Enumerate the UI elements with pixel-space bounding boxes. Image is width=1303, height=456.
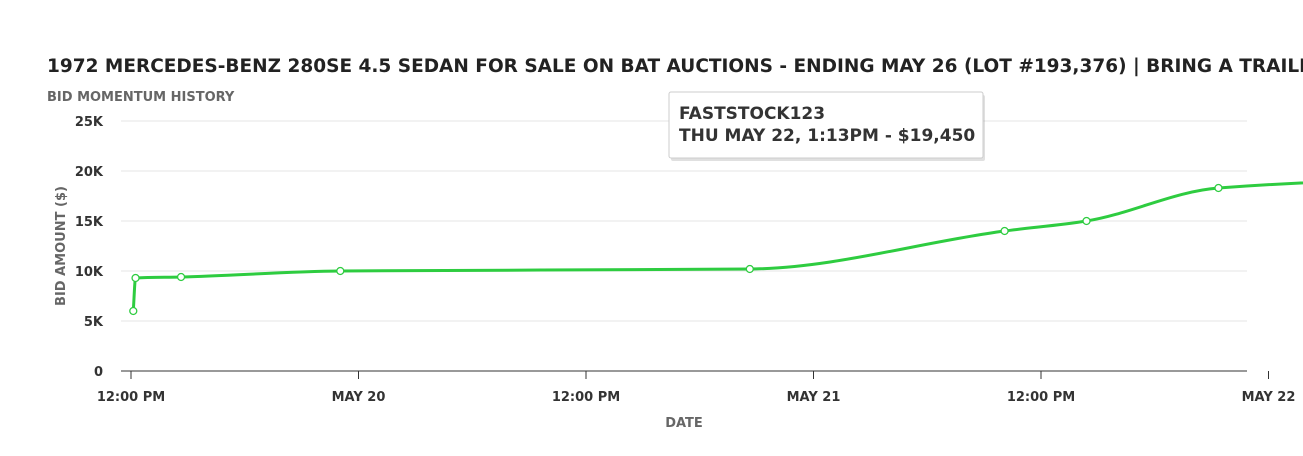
y-tick-label: 20K [75,165,104,180]
tooltip-bid-detail: THU MAY 22, 1:13PM - $19,450 [679,126,975,146]
x-tick-label: 12:00 PM [552,390,620,405]
tooltip-box [668,91,984,159]
bid-point[interactable] [129,306,138,316]
y-tick-label: 10K [75,265,104,280]
chart-subtitle: BID MOMENTUM HISTORY [47,90,235,105]
x-tick-label: 12:00 PM [97,390,165,405]
bid-point[interactable] [745,264,754,274]
y-axis-label: BID AMOUNT ($) [54,186,69,306]
bid-point[interactable] [1000,226,1009,236]
tooltip-bidder: FASTSTOCK123 [679,104,825,124]
series-line-bids [131,181,1303,313]
bid-point[interactable] [1214,183,1223,193]
series-layer [129,181,1303,316]
y-axis: 0 5K 10K 15K 20K 25K [75,115,104,380]
bid-point[interactable] [336,266,345,276]
x-axis: 12:00 PM MAY 20 12:00 PM MAY 21 12:00 PM MAY … [97,370,1296,405]
y-tick-label: 0 [94,365,103,380]
y-tick-label: 15K [75,215,104,230]
x-tick-label: MAY 22 [1242,390,1296,405]
y-tick-label: 25K [75,115,104,130]
x-tick-label: MAY 21 [787,390,841,405]
chart-title: 1972 MERCEDES-BENZ 280SE 4.5 SEDAN FOR S… [47,56,1303,77]
bid-point[interactable] [1082,216,1091,226]
y-tick-label: 5K [84,315,104,330]
x-axis-label: DATE [665,416,703,431]
bid-point[interactable] [131,273,140,283]
x-tick-label: MAY 20 [332,390,386,405]
bid-point[interactable] [176,272,186,282]
x-tick-label: 12:00 PM [1007,390,1075,405]
